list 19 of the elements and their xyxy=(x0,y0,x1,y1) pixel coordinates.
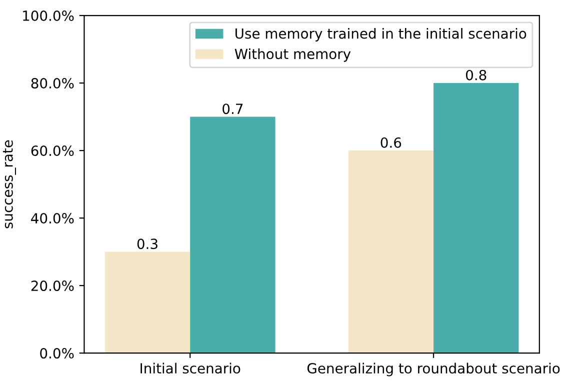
y-tick-label: 60.0% xyxy=(31,146,74,156)
y-tick-label: 0.0% xyxy=(40,348,74,359)
data-label: 0.3 xyxy=(137,238,158,250)
bar xyxy=(348,150,434,354)
legend-label: Use memory trained in the initial scenario xyxy=(236,28,526,42)
bar xyxy=(434,83,519,354)
y-tick-label: 80.0% xyxy=(31,78,74,89)
data-label: 0.8 xyxy=(466,70,486,80)
y-tick-label: 100.0% xyxy=(23,10,74,21)
y-tick-label: 20.0% xyxy=(31,280,74,292)
data-label: 0.6 xyxy=(380,137,402,148)
y-axis-title: success_rate xyxy=(2,140,16,228)
y-tick-label: 40.0% xyxy=(31,213,74,224)
data-label: 0.7 xyxy=(222,104,243,114)
x-tick-label: Initial scenario xyxy=(140,362,240,374)
bar xyxy=(190,116,276,354)
legend-label: Without memory xyxy=(234,48,351,62)
x-tick-label: Generalizing to roundabout scenario xyxy=(307,362,560,376)
bar xyxy=(104,252,190,354)
